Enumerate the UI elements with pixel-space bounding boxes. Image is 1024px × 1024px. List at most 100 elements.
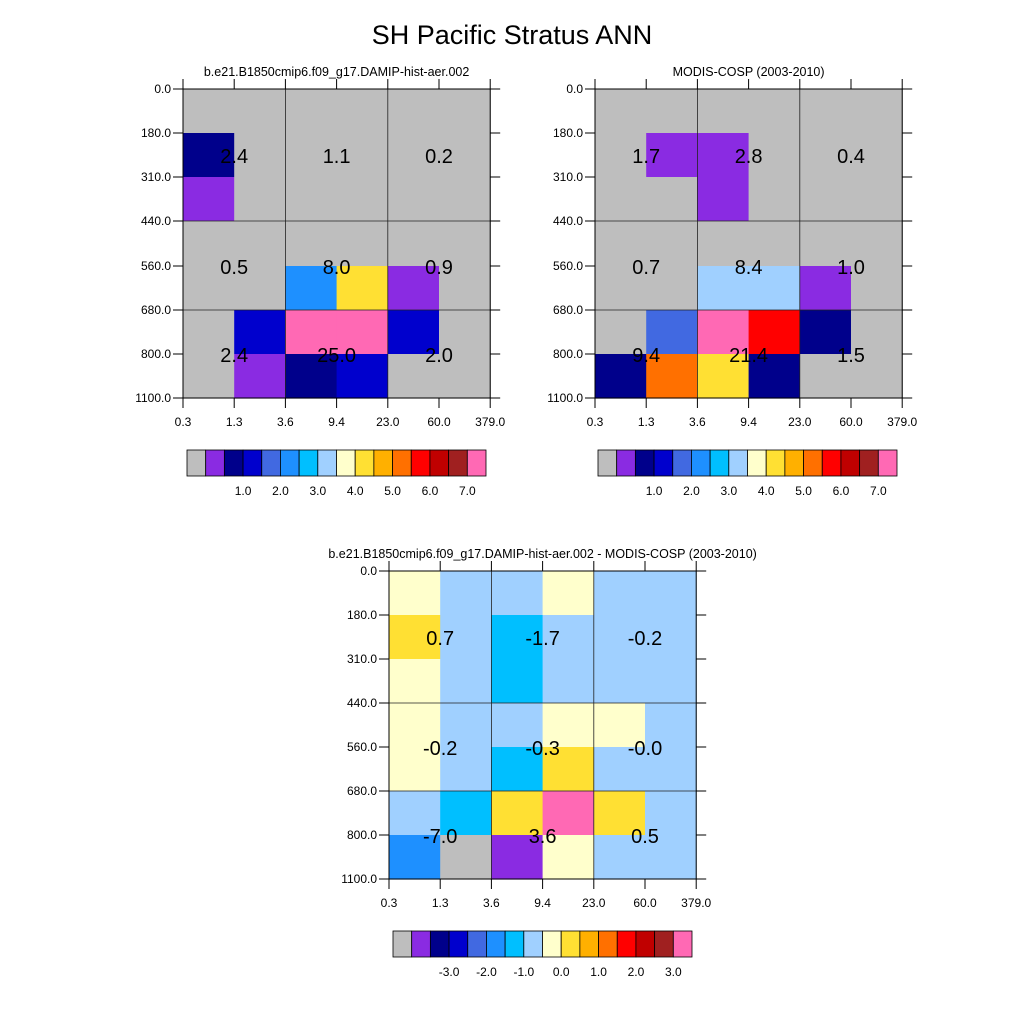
colorbar-swatch: [747, 449, 767, 477]
heatmap-cell: [799, 177, 852, 222]
heatmap-cell: [595, 177, 647, 222]
heatmap-cell: [645, 659, 697, 704]
heatmap-cell: [440, 703, 492, 748]
heatmap-cell: [285, 89, 338, 134]
heatmap-cell: [646, 354, 698, 399]
y-tick-label: 440.0: [553, 214, 583, 228]
heatmap-cell: [439, 133, 491, 178]
colorbar-swatch: [186, 449, 207, 477]
colorbar-tick-label: 2.0: [628, 965, 645, 979]
colorbar-swatch: [597, 449, 618, 477]
y-tick-label: 1100.0: [547, 391, 583, 405]
y-tick-label: 180.0: [141, 126, 171, 140]
heatmap-cell: [595, 266, 647, 311]
heatmap-cell: [799, 221, 852, 267]
colorbar-swatch: [392, 449, 412, 477]
heatmap-cell: [645, 747, 697, 792]
heatmap-cell: [387, 354, 440, 399]
panel-3: b.e21.B1850cmip6.f09_g17.DAMIP-hist-aer.…: [328, 547, 756, 979]
colorbar-swatch: [691, 449, 711, 477]
heatmap-cell: [183, 89, 235, 134]
colorbar-tick-label: 5.0: [384, 484, 401, 498]
heatmap-cell: [285, 310, 338, 355]
heatmap-cell: [389, 747, 441, 792]
heatmap-cell: [645, 703, 697, 748]
heatmap-cell: [595, 310, 647, 355]
colorbar-swatch: [242, 449, 263, 477]
value-label: -0.2: [628, 628, 662, 650]
value-label: 2.0: [425, 345, 453, 367]
colorbar-swatch: [448, 449, 468, 477]
heatmap-cell: [542, 747, 595, 792]
heatmap-cell: [389, 835, 441, 880]
heatmap-cell: [851, 133, 903, 178]
colorbar-tick-label: 3.0: [309, 484, 326, 498]
x-tick-label: 379.0: [475, 415, 505, 429]
heatmap-cell: [439, 89, 491, 134]
colorbar-tick-label: 3.0: [665, 965, 682, 979]
x-tick-label: 60.0: [839, 415, 863, 429]
colorbar-swatch: [373, 449, 393, 477]
heatmap-cell: [440, 747, 492, 792]
colorbar-swatch: [429, 449, 450, 477]
colorbar-swatch: [298, 449, 319, 477]
x-tick-label: 60.0: [633, 896, 657, 910]
heatmap-cell: [799, 266, 852, 311]
heatmap-cell: [593, 703, 646, 748]
heatmap-cell: [799, 89, 852, 134]
heatmap-cell: [336, 221, 389, 267]
panel-1: b.e21.B1850cmip6.f09_g17.DAMIP-hist-aer.…: [135, 65, 505, 498]
heatmap-cell: [542, 615, 595, 660]
x-tick-label: 379.0: [887, 415, 917, 429]
heatmap-cell: [234, 177, 286, 222]
value-label: 1.5: [837, 345, 865, 367]
colorbar-swatch: [466, 449, 487, 477]
colorbar-tick-label: 6.0: [422, 484, 439, 498]
y-tick-label: 1100.0: [341, 872, 377, 886]
colorbar-swatch: [840, 449, 861, 477]
colorbar-swatch: [859, 449, 879, 477]
colorbar-swatch: [653, 449, 674, 477]
colorbar-swatch: [654, 930, 674, 958]
colorbar-tick-label: 1.0: [590, 965, 607, 979]
colorbar-tick-label: 5.0: [795, 484, 812, 498]
colorbar-swatch: [336, 449, 356, 477]
heatmap-cell: [439, 354, 491, 399]
colorbar-swatch: [598, 930, 618, 958]
x-tick-label: 1.3: [638, 415, 655, 429]
colorbar-swatch: [317, 449, 337, 477]
heatmap-cell: [183, 310, 235, 355]
colorbar-swatch: [411, 930, 431, 958]
heatmap-cell: [336, 177, 389, 222]
heatmap-cell: [542, 835, 595, 880]
heatmap-cell: [387, 310, 440, 355]
panel-title: b.e21.B1850cmip6.f09_g17.DAMIP-hist-aer.…: [204, 65, 469, 79]
heatmap-cell: [851, 354, 903, 399]
colorbar-swatch: [709, 449, 730, 477]
y-tick-label: 0.0: [566, 82, 583, 96]
colorbar-swatch: [410, 449, 431, 477]
y-tick-label: 560.0: [347, 740, 377, 754]
heatmap-cell: [799, 133, 852, 178]
value-label: -0.3: [525, 738, 559, 760]
heatmap-cell: [542, 703, 595, 748]
value-label: 8.0: [323, 257, 351, 279]
heatmap-cell: [336, 89, 389, 134]
heatmap-cell: [234, 310, 286, 355]
heatmap-cell: [491, 835, 544, 880]
value-label: 0.5: [220, 257, 248, 279]
y-tick-label: 0.0: [154, 82, 171, 96]
colorbar-tick-label: 1.0: [646, 484, 663, 498]
colorbar-tick-label: 3.0: [720, 484, 737, 498]
value-label: 21.4: [729, 345, 768, 367]
heatmap-cell: [183, 266, 235, 311]
colorbar-swatch: [728, 449, 748, 477]
x-tick-label: 23.0: [376, 415, 400, 429]
y-tick-label: 560.0: [141, 259, 171, 273]
y-tick-label: 800.0: [553, 347, 583, 361]
heatmap-cell: [748, 133, 801, 178]
x-tick-label: 9.4: [534, 896, 551, 910]
heatmap-cell: [646, 266, 698, 311]
heatmap-cell: [542, 791, 595, 836]
